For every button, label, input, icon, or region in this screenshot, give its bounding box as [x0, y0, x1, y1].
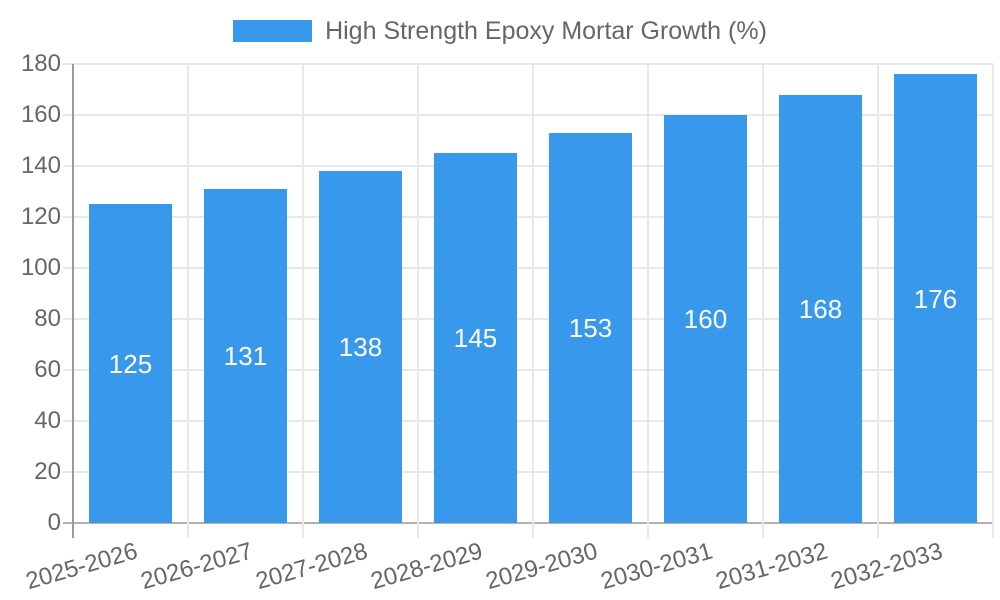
y-axis-tick — [63, 318, 73, 320]
bar-value-label: 138 — [338, 332, 383, 363]
y-axis-tick — [63, 114, 73, 116]
y-tick-label: 0 — [47, 509, 61, 536]
x-axis-tick — [762, 523, 764, 538]
x-gridline — [762, 64, 764, 523]
bar-value-label: 145 — [453, 323, 498, 354]
y-tick-label: 100 — [20, 254, 61, 281]
y-axis-tick — [63, 522, 73, 524]
legend-swatch-icon — [233, 20, 313, 42]
legend[interactable]: High Strength Epoxy Mortar Growth (%) — [0, 14, 1000, 48]
bar: 138 — [319, 171, 402, 523]
x-axis-tick — [647, 523, 649, 538]
y-axis-tick — [63, 63, 73, 65]
bar-value-label: 168 — [798, 293, 843, 324]
x-gridline — [187, 64, 189, 523]
x-axis-tick — [532, 523, 534, 538]
bar: 168 — [779, 94, 862, 523]
bar: 125 — [89, 204, 172, 523]
bar-value-label: 160 — [683, 304, 728, 334]
y-tick-label: 20 — [34, 458, 61, 485]
y-axis-tick — [63, 369, 73, 371]
y-axis-line — [72, 64, 74, 523]
y-tick-label: 120 — [20, 203, 61, 230]
y-axis-tick — [63, 471, 73, 473]
y-tick-label: 60 — [34, 356, 61, 383]
y-axis-tick — [63, 267, 73, 269]
bar: 131 — [204, 188, 287, 523]
x-axis-tick — [187, 523, 189, 538]
y-tick-label: 160 — [20, 101, 61, 128]
bar: 160 — [664, 115, 747, 523]
bar: 153 — [549, 132, 632, 523]
x-axis-tick — [992, 523, 994, 538]
y-tick-label: 80 — [34, 305, 61, 332]
y-axis-tick — [63, 165, 73, 167]
y-axis-tick — [63, 216, 73, 218]
bar-value-label: 131 — [223, 340, 268, 371]
bar: 176 — [894, 74, 977, 523]
y-tick-label: 40 — [34, 407, 61, 434]
x-gridline — [417, 64, 419, 523]
bar-value-label: 125 — [108, 348, 153, 379]
x-axis-tick — [877, 523, 879, 538]
x-axis-tick — [417, 523, 419, 538]
y-tick-label: 180 — [20, 50, 61, 77]
x-axis-tick — [72, 523, 74, 538]
x-gridline — [647, 64, 649, 523]
x-gridline — [992, 64, 994, 523]
y-tick-label: 140 — [20, 152, 61, 179]
x-gridline — [877, 64, 879, 523]
x-gridline — [302, 64, 304, 523]
legend-label: High Strength Epoxy Mortar Growth (%) — [325, 17, 767, 45]
y-axis-tick — [63, 420, 73, 422]
x-axis-tick — [302, 523, 304, 538]
bar: 145 — [434, 153, 517, 523]
x-gridline — [532, 64, 534, 523]
bar-value-label: 176 — [913, 283, 958, 314]
bar-value-label: 153 — [568, 312, 613, 343]
